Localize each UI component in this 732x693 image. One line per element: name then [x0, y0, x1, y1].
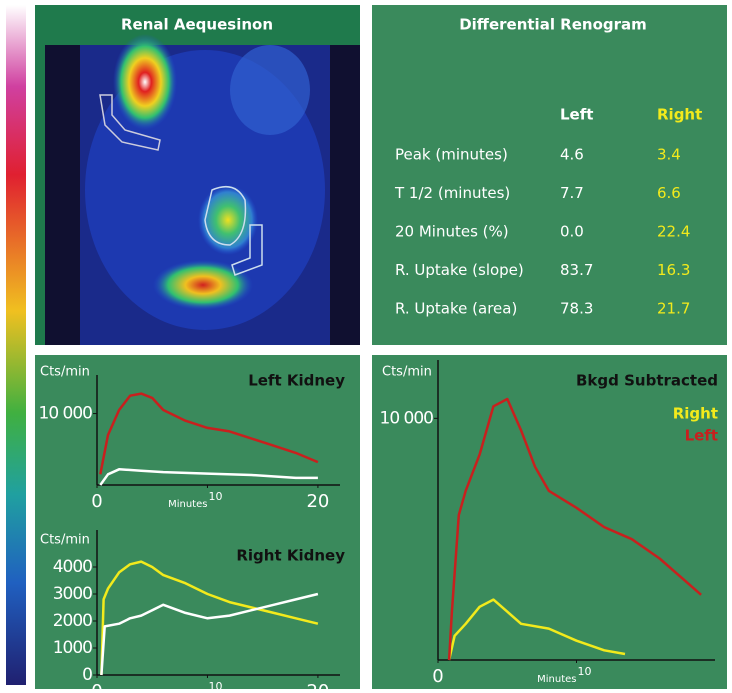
row-label: R. Uptake (slope): [395, 261, 524, 279]
x-tick-label: 0: [91, 491, 102, 512]
x-tick-label: 10: [208, 490, 222, 503]
table-value: 4.6: [560, 146, 584, 164]
x-tick-label: 20: [306, 491, 329, 512]
x-axis-label: Minutes: [537, 674, 576, 685]
color-scale: [6, 5, 26, 685]
chart-title: Bkgd Subtracted: [576, 372, 718, 390]
row-label: 20 Minutes (%): [395, 223, 509, 241]
scan-image: [45, 34, 360, 345]
x-tick-label: 10: [208, 680, 222, 689]
table-value: 16.3: [657, 261, 690, 279]
x-tick-label: 0: [91, 681, 102, 689]
column-header: Right: [657, 106, 702, 124]
y-tick-label: 10 000: [39, 404, 93, 424]
y-axis-label: Cts/min: [40, 533, 90, 548]
y-tick-label: 4000: [53, 557, 92, 577]
y-axis-label: Cts/min: [40, 365, 90, 380]
y-tick-label: 2000: [53, 611, 92, 631]
table-value: 78.3: [560, 300, 593, 318]
y-tick-label: 1000: [53, 638, 92, 658]
table-panel: [372, 5, 727, 345]
x-tick-label: 0: [432, 666, 443, 687]
row-label: Peak (minutes): [395, 146, 508, 164]
table-value: 7.7: [560, 184, 584, 202]
table-title: Differential Renogram: [459, 16, 647, 34]
renogram-table: Differential Renogram: [459, 16, 647, 34]
panel-title: Renal Aequesinon: [121, 16, 273, 34]
legend-entry: Right: [673, 405, 718, 423]
row-label: R. Uptake (area): [395, 300, 517, 318]
x-tick-label: 20: [306, 681, 329, 689]
legend-entry: Left: [685, 427, 718, 445]
table-value: 0.0: [560, 223, 584, 241]
table-value: 21.7: [657, 300, 690, 318]
x-tick-label: 10: [578, 665, 592, 678]
row-label: T 1/2 (minutes): [394, 184, 510, 202]
y-tick-label: 10 000: [380, 408, 434, 428]
chart-title: Right Kidney: [236, 547, 345, 565]
y-tick-label: 3000: [53, 584, 92, 604]
table-value: 3.4: [657, 146, 681, 164]
page: Renal Aequesinon Differential Renogram L…: [0, 0, 732, 689]
column-header: Left: [560, 106, 593, 124]
table-value: 6.6: [657, 184, 681, 202]
y-axis-label: Cts/min: [382, 365, 432, 380]
table-value: 83.7: [560, 261, 593, 279]
table-value: 22.4: [657, 223, 690, 241]
chart-title: Left Kidney: [248, 372, 345, 390]
x-axis-label: Minutes: [168, 499, 207, 510]
